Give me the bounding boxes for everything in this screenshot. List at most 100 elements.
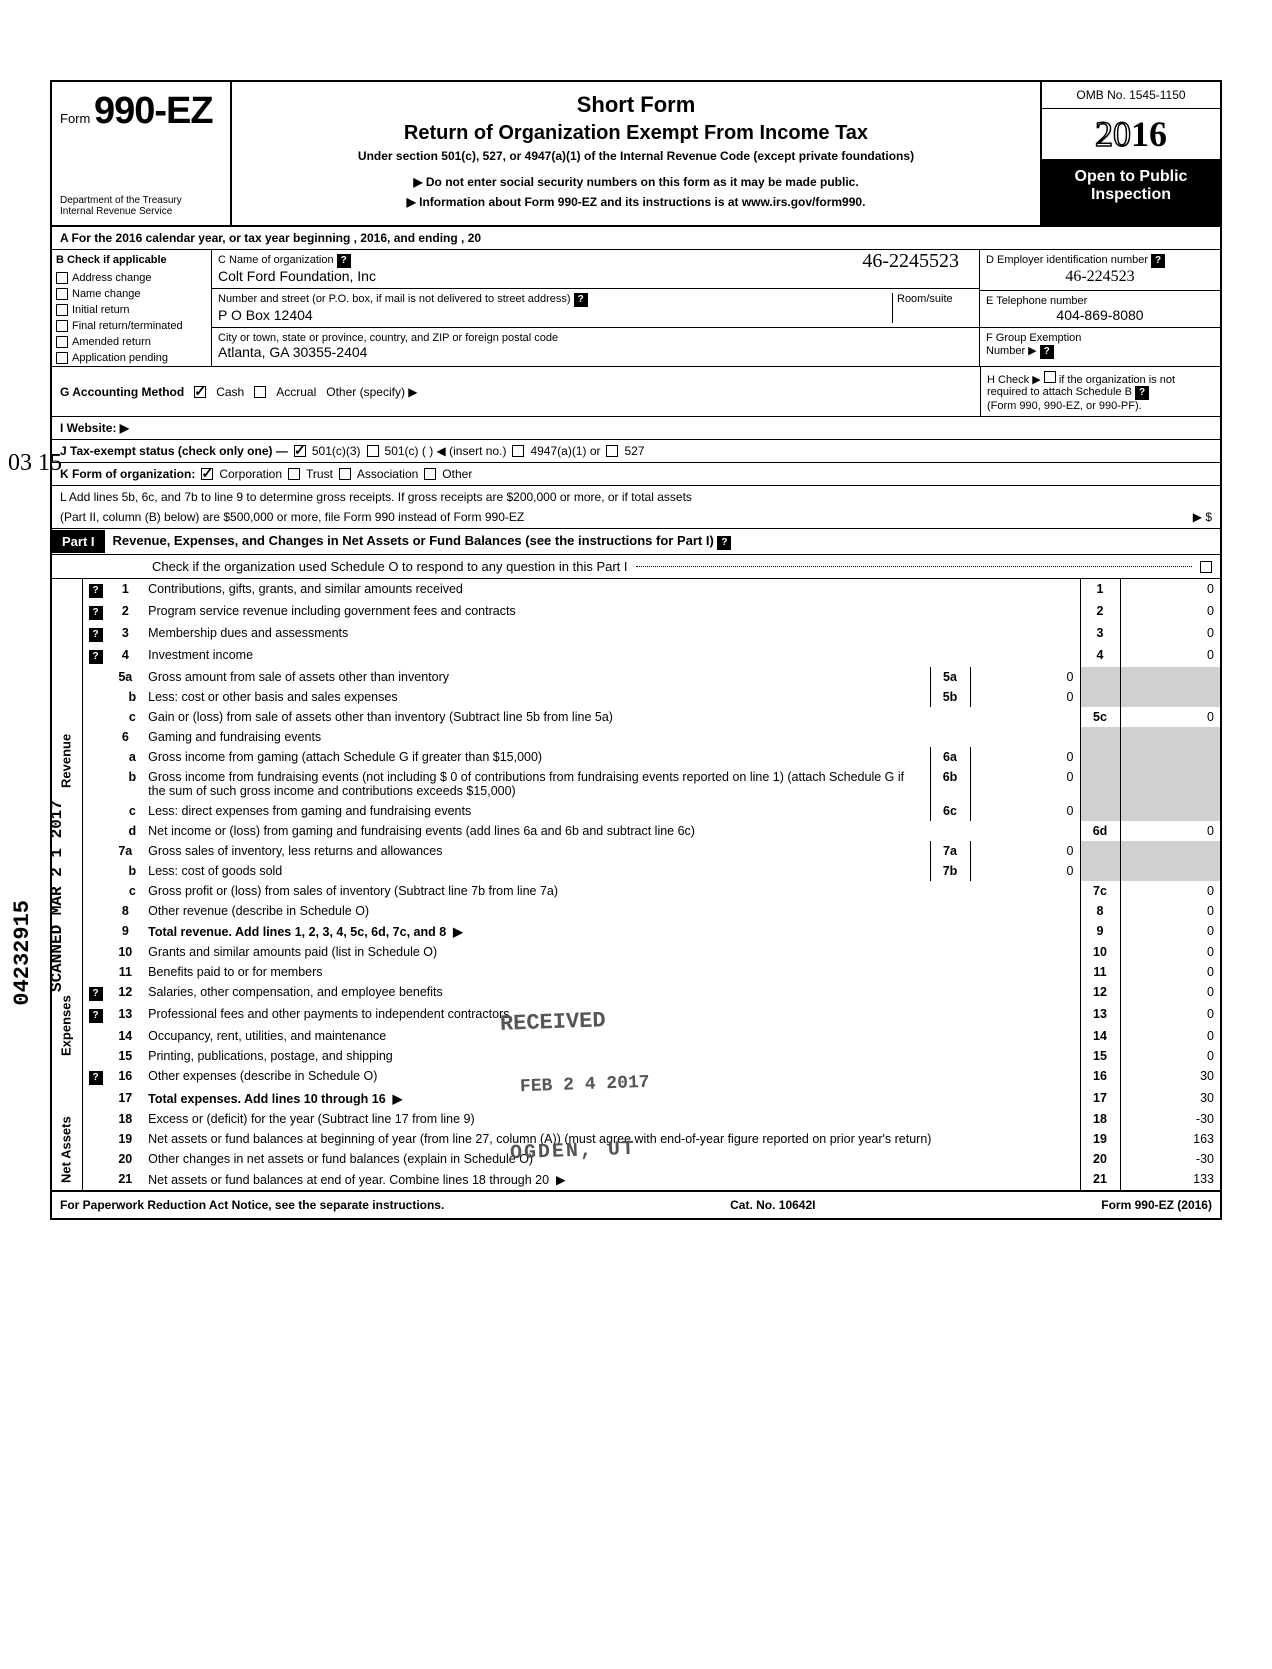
help-icon[interactable]: ?: [89, 1071, 103, 1085]
table-row: 9Total revenue. Add lines 1, 2, 3, 4, 5c…: [52, 921, 1220, 942]
line-number: 13: [109, 1004, 143, 1026]
table-row: 11Benefits paid to or for members110: [52, 962, 1220, 982]
help-icon[interactable]: ?: [574, 293, 588, 307]
opt-corp: Corporation: [219, 467, 282, 481]
org-name: Colt Ford Foundation, Inc: [218, 268, 376, 284]
check-assoc[interactable]: [339, 468, 351, 480]
check-cash[interactable]: [194, 386, 206, 398]
line-description: Program service revenue including govern…: [142, 601, 1080, 623]
city-row: City or town, state or province, country…: [212, 328, 979, 364]
footer-left: For Paperwork Reduction Act Notice, see …: [60, 1198, 444, 1212]
check-amended[interactable]: Amended return: [52, 334, 211, 350]
part1-header-row: Part I Revenue, Expenses, and Changes in…: [52, 529, 1220, 555]
header-center: Short Form Return of Organization Exempt…: [232, 82, 1040, 225]
right-value: [1120, 667, 1220, 687]
form-footer: For Paperwork Reduction Act Notice, see …: [52, 1190, 1220, 1218]
right-value: [1120, 727, 1220, 747]
right-line-num: 19: [1080, 1129, 1120, 1149]
check-trust[interactable]: [288, 468, 300, 480]
line-description: Printing, publications, postage, and shi…: [142, 1046, 1080, 1066]
subtitle: Under section 501(c), 527, or 4947(a)(1)…: [252, 149, 1020, 163]
check-501c[interactable]: [367, 445, 379, 457]
check-initial[interactable]: Initial return: [52, 302, 211, 318]
table-row: 14Occupancy, rent, utilities, and mainte…: [52, 1026, 1220, 1046]
table-row: 15Printing, publications, postage, and s…: [52, 1046, 1220, 1066]
table-row: ?3Membership dues and assessments30: [52, 623, 1220, 645]
line-number: 9: [109, 921, 143, 942]
help-icon[interactable]: ?: [89, 628, 103, 642]
line-description: Excess or (deficit) for the year (Subtra…: [142, 1109, 1080, 1129]
mid-value: 0: [970, 687, 1080, 707]
table-row: 20Other changes in net assets or fund ba…: [52, 1149, 1220, 1169]
opt-name: Name change: [72, 288, 141, 300]
check-4947[interactable]: [512, 445, 524, 457]
form-prefix: Form: [60, 111, 90, 126]
public-inspection: Open to Public Inspection: [1042, 160, 1220, 225]
table-row: bLess: cost or other basis and sales exp…: [52, 687, 1220, 707]
line-description: Total expenses. Add lines 10 through 16 …: [142, 1088, 1080, 1109]
check-name[interactable]: Name change: [52, 286, 211, 302]
help-icon[interactable]: ?: [337, 254, 351, 268]
irs: Internal Revenue Service: [60, 206, 222, 217]
title-short-form: Short Form: [252, 92, 1020, 118]
ein-handwritten: 46-2245523: [862, 250, 959, 273]
right-line-num: 16: [1080, 1066, 1120, 1088]
help-icon[interactable]: ?: [89, 987, 103, 1001]
help-icon[interactable]: ?: [1135, 386, 1149, 400]
j-label: J Tax-exempt status (check only one) —: [60, 444, 288, 458]
h-text1: H Check ▶: [987, 374, 1041, 386]
line-number: 3: [109, 623, 143, 645]
check-pending[interactable]: Application pending: [52, 350, 211, 366]
check-527[interactable]: [606, 445, 618, 457]
check-other-org[interactable]: [424, 468, 436, 480]
right-line-num: 20: [1080, 1149, 1120, 1169]
check-501c3[interactable]: [294, 445, 306, 457]
table-row: Revenue?1Contributions, gifts, grants, a…: [52, 579, 1220, 601]
instr-ssn: Do not enter social security numbers on …: [252, 175, 1020, 189]
help-icon[interactable]: ?: [1151, 254, 1165, 268]
help-icon[interactable]: ?: [1040, 345, 1054, 359]
line-description: Contributions, gifts, grants, and simila…: [142, 579, 1080, 601]
check-schedule-b[interactable]: [1044, 371, 1056, 383]
right-line-num: [1080, 861, 1120, 881]
tel-value: 404-869-8080: [986, 307, 1214, 323]
mid-value: 0: [970, 767, 1080, 801]
check-accrual[interactable]: [254, 386, 266, 398]
right-value: 0: [1120, 707, 1220, 727]
mid-line-num: 6c: [930, 801, 970, 821]
column-c: C Name of organization ? Colt Ford Found…: [212, 250, 980, 366]
right-line-num: 11: [1080, 962, 1120, 982]
check-final[interactable]: Final return/terminated: [52, 318, 211, 334]
line-number: b: [109, 861, 143, 881]
check-corp[interactable]: [201, 468, 213, 480]
right-value: 30: [1120, 1066, 1220, 1088]
room-label: Room/suite: [893, 293, 973, 323]
opt-trust: Trust: [306, 467, 333, 481]
l-text2: (Part II, column (B) below) are $500,000…: [60, 510, 524, 524]
right-line-num: [1080, 727, 1120, 747]
line-number: 20: [109, 1149, 143, 1169]
opt-other-org: Other: [442, 467, 472, 481]
line-description: Total revenue. Add lines 1, 2, 3, 4, 5c,…: [142, 921, 1080, 942]
check-address[interactable]: Address change: [52, 270, 211, 286]
mid-value: 0: [970, 841, 1080, 861]
right-value: 0: [1120, 821, 1220, 841]
help-icon[interactable]: ?: [89, 584, 103, 598]
right-value: 0: [1120, 1046, 1220, 1066]
help-icon[interactable]: ?: [89, 1009, 103, 1023]
help-icon[interactable]: ?: [717, 536, 731, 550]
line-number: b: [109, 687, 143, 707]
check-schedule-o[interactable]: [1200, 561, 1212, 573]
mid-line-num: 5a: [930, 667, 970, 687]
column-d: D Employer identification number ? 46-22…: [980, 250, 1220, 366]
line-number: b: [109, 767, 143, 801]
line-number: 14: [109, 1026, 143, 1046]
help-icon[interactable]: ?: [89, 606, 103, 620]
table-row: 5aGross amount from sale of assets other…: [52, 667, 1220, 687]
help-icon[interactable]: ?: [89, 650, 103, 664]
l-text1: L Add lines 5b, 6c, and 7b to line 9 to …: [60, 490, 692, 504]
line-number: 1: [109, 579, 143, 601]
mid-line-num: 6b: [930, 767, 970, 801]
side-label: Expenses: [52, 942, 82, 1109]
city-value: Atlanta, GA 30355-2404: [218, 344, 367, 360]
